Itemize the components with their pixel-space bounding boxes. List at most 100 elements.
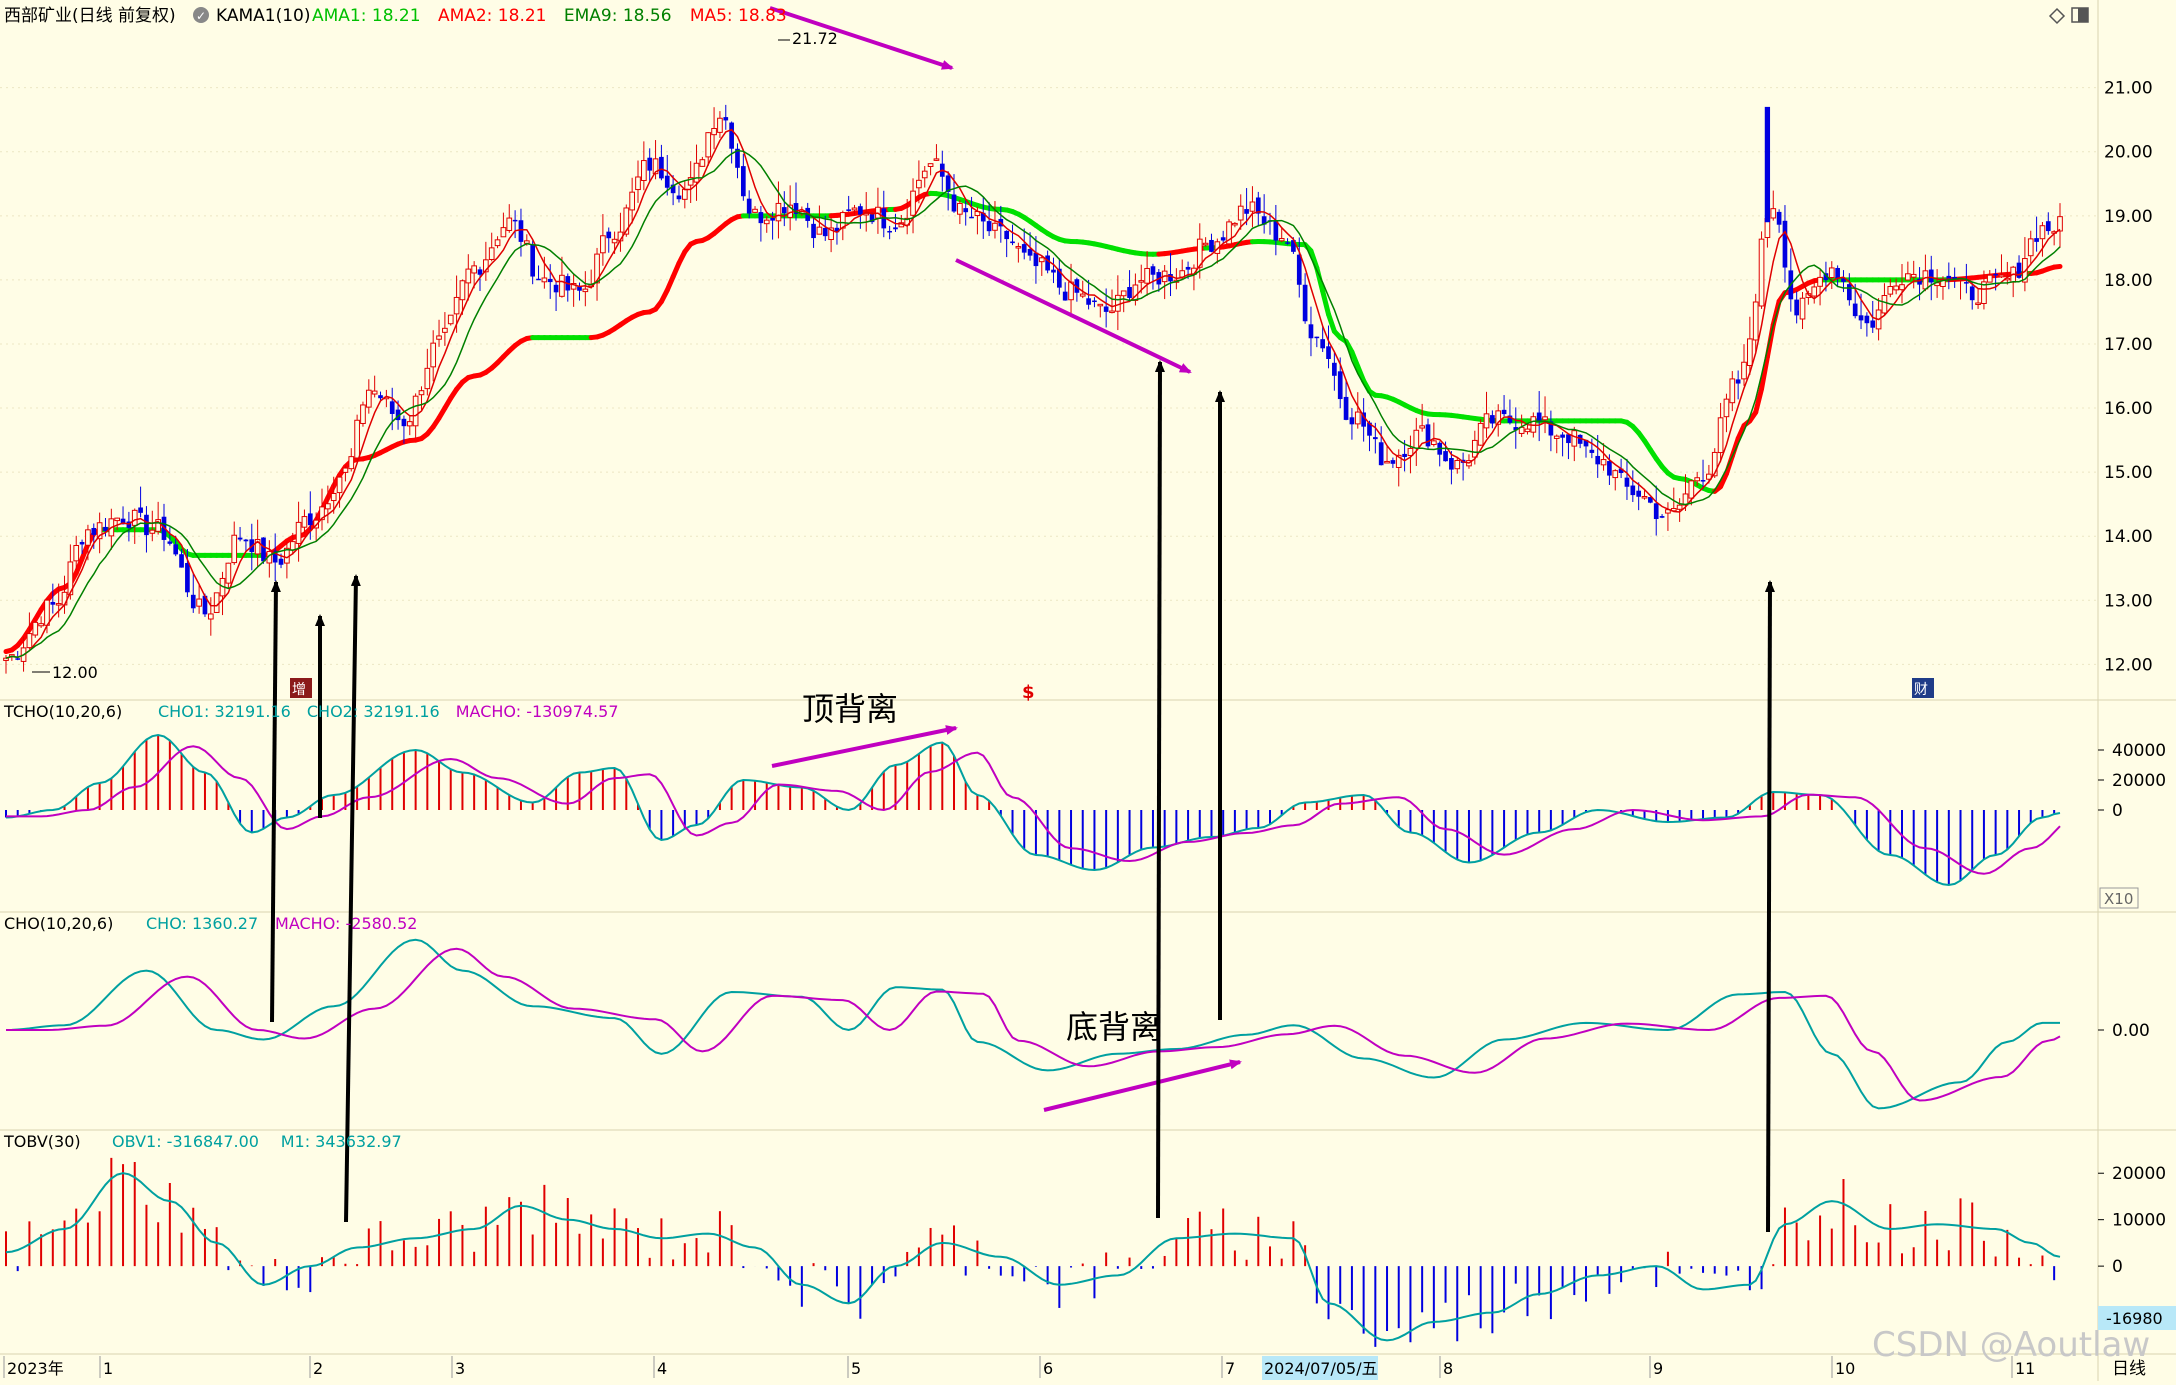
- header-value: OBV1: -316847.00: [112, 1132, 259, 1151]
- candle-body: [1742, 362, 1747, 379]
- candle-body: [1004, 231, 1009, 239]
- candle-body: [1285, 242, 1290, 244]
- candle-body: [1502, 410, 1507, 414]
- candle-body: [823, 228, 828, 236]
- candle-body: [507, 218, 512, 230]
- candle-body: [630, 192, 635, 210]
- candle-body: [1414, 430, 1419, 448]
- candle-body: [1139, 281, 1144, 283]
- candle-body: [1607, 461, 1612, 476]
- header-value: CHO1: 32191.16: [158, 702, 291, 721]
- candle-body: [144, 515, 149, 535]
- panel-tick-label: 0: [2112, 801, 2123, 821]
- candle-body: [355, 420, 360, 458]
- candle-body: [349, 457, 354, 469]
- candle-body: [1092, 301, 1097, 303]
- candle-body: [1601, 460, 1606, 465]
- candle-body: [1086, 298, 1091, 304]
- candle-body: [366, 390, 371, 407]
- x10-label: X10: [2104, 890, 2133, 908]
- candle-body: [1420, 426, 1425, 428]
- candle-body: [1800, 298, 1805, 319]
- candle-body: [1449, 458, 1454, 470]
- bottom-divergence-label: 底背离: [1066, 1008, 1162, 1046]
- candle-body: [1976, 303, 1981, 305]
- candle-body: [606, 232, 611, 239]
- candle-body: [1016, 247, 1021, 249]
- candle-body: [27, 634, 32, 648]
- candle-body: [694, 163, 699, 182]
- candle-body: [647, 158, 652, 171]
- candle-body: [238, 538, 243, 540]
- candle-body: [1730, 379, 1735, 403]
- header-value: MACHO: -2580.52: [275, 914, 417, 933]
- s-mark: $: [1022, 682, 1035, 703]
- candle-body: [1718, 418, 1723, 453]
- candle-body: [2017, 263, 2022, 278]
- candle-body: [431, 343, 436, 367]
- candle-body: [326, 504, 331, 509]
- candle-body: [759, 212, 764, 223]
- price-tick-label: 13.00: [2104, 591, 2153, 611]
- header-value: MACHO: -130974.57: [456, 702, 619, 721]
- candle-body: [1906, 274, 1911, 280]
- candle-body: [489, 248, 494, 260]
- time-tick-label: 6: [1043, 1359, 1053, 1378]
- candle-body: [1244, 209, 1249, 214]
- candle-body: [2028, 239, 2033, 256]
- candle-body: [419, 391, 424, 395]
- candle-body: [577, 287, 582, 291]
- price-tick-label: 21.00: [2104, 79, 2153, 99]
- candle-body: [413, 396, 418, 426]
- candle-body: [402, 419, 407, 426]
- candle-body: [513, 220, 518, 222]
- candle-body: [86, 530, 91, 545]
- candle-body: [185, 563, 190, 592]
- candle-body: [1010, 242, 1015, 244]
- candle-body: [1350, 417, 1355, 424]
- candle-body: [80, 542, 85, 544]
- candle-body: [1818, 277, 1823, 286]
- candle-body: [208, 614, 213, 619]
- candle-body: [2040, 226, 2045, 239]
- candle-body: [390, 401, 395, 414]
- candle-body: [1039, 258, 1044, 262]
- candle-body: [1034, 253, 1039, 266]
- candle-body: [817, 227, 822, 234]
- candle-body: [91, 528, 96, 535]
- candle-body: [214, 593, 219, 613]
- candle-body: [1572, 431, 1577, 446]
- candle-body: [934, 159, 939, 161]
- panel-tick-label: 20000: [2112, 771, 2166, 791]
- candle-body: [1613, 471, 1618, 478]
- candle-body: [612, 239, 617, 242]
- candle-body: [425, 368, 430, 388]
- candle-body: [1320, 339, 1325, 348]
- candle-body: [1724, 399, 1729, 417]
- top-divergence-label: 顶背离: [802, 690, 898, 728]
- candle-body: [478, 269, 483, 274]
- candle-body: [858, 206, 863, 214]
- time-tick-label: 10: [1835, 1359, 1855, 1378]
- time-tick-label: 4: [657, 1359, 667, 1378]
- time-tick-label: 7: [1225, 1359, 1235, 1378]
- candle-body: [1783, 221, 1788, 268]
- candle-body: [723, 117, 728, 120]
- price-tick-label: 20.00: [2104, 143, 2153, 163]
- candle-body: [132, 510, 137, 525]
- candle-body: [1794, 300, 1799, 316]
- candle-body: [718, 118, 723, 132]
- candle-body: [2046, 221, 2051, 231]
- candle-body: [232, 535, 237, 562]
- candle-body: [659, 157, 664, 179]
- candle-body: [1426, 424, 1431, 446]
- time-tick-label: 2023年: [7, 1359, 64, 1378]
- high-price-label: 21.72: [792, 29, 838, 48]
- candle-body: [179, 554, 184, 567]
- candle-body: [536, 279, 541, 281]
- candle-body: [1385, 461, 1390, 463]
- candle-body: [45, 600, 50, 625]
- candle-body: [1402, 454, 1407, 457]
- candle-body: [1186, 267, 1191, 270]
